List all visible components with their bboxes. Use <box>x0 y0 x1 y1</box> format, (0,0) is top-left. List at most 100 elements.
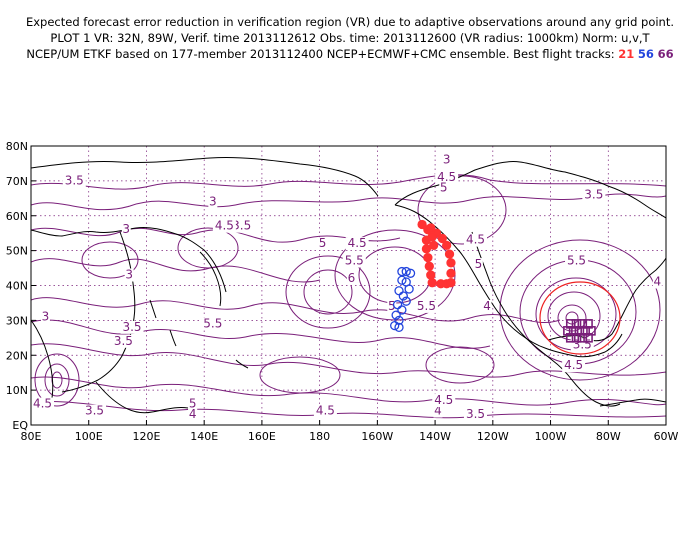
contour-label: 4.5 <box>564 358 583 372</box>
contour-label: 3 <box>443 152 451 166</box>
contour-label-bg <box>208 195 218 209</box>
contour-label: 3.5 <box>65 173 84 187</box>
contour-label-bg <box>201 317 225 331</box>
track-66-point <box>568 326 579 336</box>
contour-label-bg <box>439 181 449 195</box>
contour-label-bg <box>40 310 50 324</box>
contour-label: 3.5 <box>85 404 104 418</box>
contour-label: 3 <box>209 194 217 208</box>
contour-line <box>31 227 401 243</box>
contour-line <box>177 227 239 269</box>
longitude-label: 180 <box>309 430 330 443</box>
track-66-point <box>586 326 596 336</box>
track-21-point <box>426 270 436 280</box>
contour-label: 5 <box>475 257 483 271</box>
contour-label-bg <box>345 237 369 251</box>
track-21-point <box>427 232 437 242</box>
coastline-japan <box>199 251 222 307</box>
track-66-point <box>571 319 582 329</box>
contour-label: 4.5 <box>33 397 52 411</box>
longitude-label: 80E <box>21 430 42 443</box>
verification-region-circle <box>539 281 621 355</box>
contour-label: 3.5 <box>584 187 603 201</box>
contour-line <box>303 269 353 315</box>
track-56-point <box>397 305 407 315</box>
contour-label-bg <box>346 272 356 286</box>
contour-label-bg <box>652 275 662 289</box>
track-21-point <box>421 244 432 254</box>
contour-label-bg <box>31 397 55 411</box>
contour-label: 5 <box>189 397 197 411</box>
track-66-point <box>577 319 588 329</box>
contour-label-bg <box>464 233 487 247</box>
track-56-point <box>394 322 404 333</box>
track-21-point <box>428 240 439 251</box>
contour-label-bg <box>562 359 586 373</box>
track-56-point <box>391 310 401 320</box>
contour-label-bg <box>188 408 198 422</box>
track-56-point <box>404 284 414 294</box>
track-56-point <box>398 291 408 301</box>
contour-line <box>34 353 80 407</box>
track-66-point <box>577 333 588 343</box>
track-21-point <box>423 252 433 263</box>
contour-label: 5.5 <box>567 254 586 268</box>
coastline-se-asia <box>95 381 189 414</box>
contour-label-bg <box>387 299 397 313</box>
contour-label-bg <box>482 299 492 313</box>
contour-label-bg <box>432 394 456 408</box>
contour-label-bg <box>83 404 106 418</box>
track-56-point <box>397 275 407 285</box>
longitude-label: 80W <box>596 430 621 443</box>
contour-label: 5.5 <box>203 316 222 330</box>
contour-label: 3 <box>125 268 133 282</box>
track-21-point <box>446 268 456 278</box>
track-56-point <box>401 266 411 277</box>
contour-label-bg <box>582 188 606 202</box>
contour-label-bg <box>230 219 254 233</box>
latitude-label: 80N <box>6 140 28 153</box>
contour-line <box>44 363 70 397</box>
longitude-label: 160E <box>248 430 276 443</box>
track-56-point <box>405 268 416 278</box>
latitude-label: 40N <box>6 280 28 293</box>
map-background <box>31 146 666 425</box>
latitude-label: 30N <box>6 314 28 327</box>
vr-region <box>539 281 621 355</box>
track-66-point <box>571 333 582 343</box>
header-line-3: NCEP/UM ETKF based on 177-member 2013112… <box>0 46 700 62</box>
longitude-label: 100E <box>75 430 103 443</box>
contour-label: 4.5 <box>215 219 234 233</box>
longitude-label: 120W <box>477 430 509 443</box>
contour-label-bg <box>188 397 198 411</box>
longitude-label: 100W <box>535 430 567 443</box>
contour-line <box>259 356 341 394</box>
contour-label: 5 <box>440 180 448 194</box>
longitude-label: 140E <box>190 430 218 443</box>
track-56-point <box>390 320 400 331</box>
contour-label: 4.5 <box>316 404 335 418</box>
contour-label-bg <box>120 320 144 334</box>
contour-label: 4 <box>189 407 197 421</box>
contour-label: 4 <box>434 404 442 418</box>
contour-label-bg <box>414 299 438 313</box>
track-21-point <box>417 219 427 230</box>
longitude-labels: 80E 100E 120E 140E 160E 180 160W 140W 120W 100W 80… <box>21 420 679 443</box>
track-66-point <box>563 326 573 336</box>
latitude-label: 60N <box>6 210 28 223</box>
contour-label: 5 <box>319 236 327 250</box>
contour-label-bg <box>111 334 135 348</box>
contour-label: 4.5 <box>348 236 367 250</box>
latitude-label: EQ <box>12 419 28 432</box>
contour-label-bg <box>565 254 589 268</box>
coastline-india <box>31 319 54 399</box>
latitude-labels: 80N 70N 60N 50N 40N 30N 20N 10N EQ <box>6 140 36 432</box>
latitude-label: 20N <box>6 349 28 362</box>
longitude-label: 60W <box>654 430 679 443</box>
contour-label-bg <box>473 258 483 272</box>
latitude-label: 70N <box>6 175 28 188</box>
track-66-point <box>574 326 585 336</box>
contour-label: 3.5 <box>122 320 141 334</box>
